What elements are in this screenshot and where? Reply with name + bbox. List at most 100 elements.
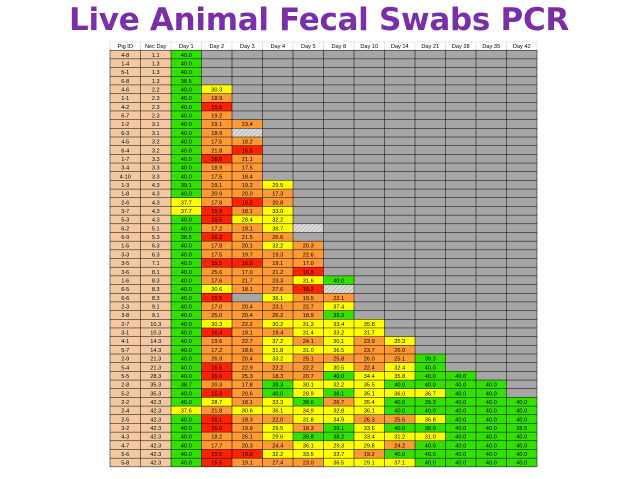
cell-value: 42.3: [150, 461, 161, 467]
cell-value: 1.3: [152, 70, 160, 76]
cell-value: 3-2: [121, 426, 129, 432]
cell-value: 40.0: [333, 278, 344, 284]
ct-value-cell: [293, 301, 324, 311]
ct-value-cell: [506, 449, 537, 459]
empty-cell: [293, 102, 324, 111]
ct-value-cell: [171, 232, 202, 242]
cell-value: 20.9: [211, 192, 222, 198]
cell-value: 18.9: [303, 313, 314, 319]
empty-cell: [476, 319, 507, 328]
empty-cell: [354, 93, 385, 103]
empty-cell: [293, 137, 324, 146]
empty-cell: [445, 58, 476, 68]
cell-value: 20.0: [242, 192, 253, 198]
cell-value: 40.0: [181, 348, 192, 354]
empty-cell: [354, 197, 385, 207]
ct-value-cell: [293, 406, 324, 415]
empty-cell: [415, 241, 446, 250]
empty-cell: [476, 128, 507, 137]
cell-value: 5-4: [121, 365, 129, 371]
cell-value: 22.1: [333, 296, 344, 302]
cell-value: 18.9: [211, 166, 222, 172]
cell-value: 17.5: [211, 140, 222, 146]
empty-cell: [415, 128, 446, 137]
empty-cell: [323, 84, 354, 94]
cell-value: 27.6: [272, 287, 283, 293]
cell-value: 21.8: [211, 148, 222, 154]
ct-value-cell: [262, 336, 293, 346]
nec-day-cell: [140, 423, 171, 433]
cell-value: 16.5: [242, 148, 253, 154]
ct-value-cell: [232, 371, 263, 381]
cell-value: 4-6: [121, 88, 129, 94]
cell-value: 26.7: [333, 400, 344, 406]
empty-cell: [354, 58, 385, 68]
cell-value: 36.1: [364, 409, 375, 415]
ct-value-cell: [323, 423, 354, 433]
ct-value-cell: [232, 301, 263, 311]
empty-cell: [262, 110, 293, 120]
empty-cell: [415, 249, 446, 259]
ct-value-cell: [262, 388, 293, 398]
cell-value: 22.4: [364, 365, 375, 371]
cell-value: 40.0: [455, 443, 466, 449]
cell-value: 40.0: [486, 417, 497, 423]
nec-day-cell: [140, 432, 171, 441]
empty-cell: [415, 327, 446, 337]
ct-value-cell: [262, 406, 293, 415]
empty-cell: [354, 189, 385, 198]
ct-value-cell: [171, 128, 202, 137]
cell-value: 40.0: [516, 461, 527, 467]
ct-value-cell: [293, 414, 324, 424]
nec-day-cell: [140, 267, 171, 276]
empty-cell: [445, 215, 476, 224]
cell-value: 1-1: [121, 96, 129, 102]
cell-value: 40.0: [181, 148, 192, 154]
ct-value-cell: [201, 223, 232, 233]
ct-value-cell: [232, 223, 263, 233]
ct-value-cell: [232, 267, 263, 276]
cell-value: 40.0: [181, 339, 192, 345]
ct-value-cell: [232, 336, 263, 346]
empty-cell: [232, 93, 263, 103]
column-header: Day 5: [301, 44, 316, 50]
empty-cell: [506, 388, 537, 398]
ct-value-cell: [171, 336, 202, 346]
pig-id-cell: [110, 137, 141, 146]
ct-value-cell: [445, 449, 476, 459]
cell-value: 4-5: [121, 140, 129, 146]
ct-value-cell: [476, 432, 507, 441]
ct-value-cell: [476, 414, 507, 424]
ct-value-cell: [171, 163, 202, 172]
empty-cell: [323, 232, 354, 242]
empty-cell: [293, 197, 324, 207]
empty-cell: [384, 119, 415, 129]
cell-value: 19.7: [242, 252, 253, 258]
cell-value: 21.8: [211, 409, 222, 415]
ct-value-cell: [232, 171, 263, 181]
ct-value-cell: [201, 93, 232, 103]
cell-value: 40.0: [516, 400, 527, 406]
ct-value-cell: [171, 458, 202, 467]
empty-cell: [445, 336, 476, 346]
empty-cell: [323, 223, 354, 233]
ct-value-cell: [262, 275, 293, 285]
ct-value-cell: [232, 380, 263, 389]
ct-value-cell: [384, 458, 415, 467]
empty-cell: [262, 76, 293, 85]
ct-value-cell: [323, 301, 354, 311]
cell-value: 40.0: [455, 426, 466, 432]
empty-cell: [323, 119, 354, 129]
ct-value-cell: [354, 423, 385, 433]
empty-cell: [201, 58, 232, 68]
empty-cell: [476, 154, 507, 164]
empty-cell: [415, 171, 446, 181]
ct-value-cell: [476, 388, 507, 398]
table-row: 6-9 5.3 38.5 16.2 21.5 26.6: [110, 232, 537, 242]
ct-value-cell: [232, 327, 263, 337]
cell-value: 16.0: [242, 452, 253, 458]
cell-value: 6-7: [121, 114, 129, 120]
ct-value-cell: [232, 206, 263, 216]
cell-value: 31.2: [394, 435, 405, 441]
pig-id-cell: [110, 354, 141, 363]
